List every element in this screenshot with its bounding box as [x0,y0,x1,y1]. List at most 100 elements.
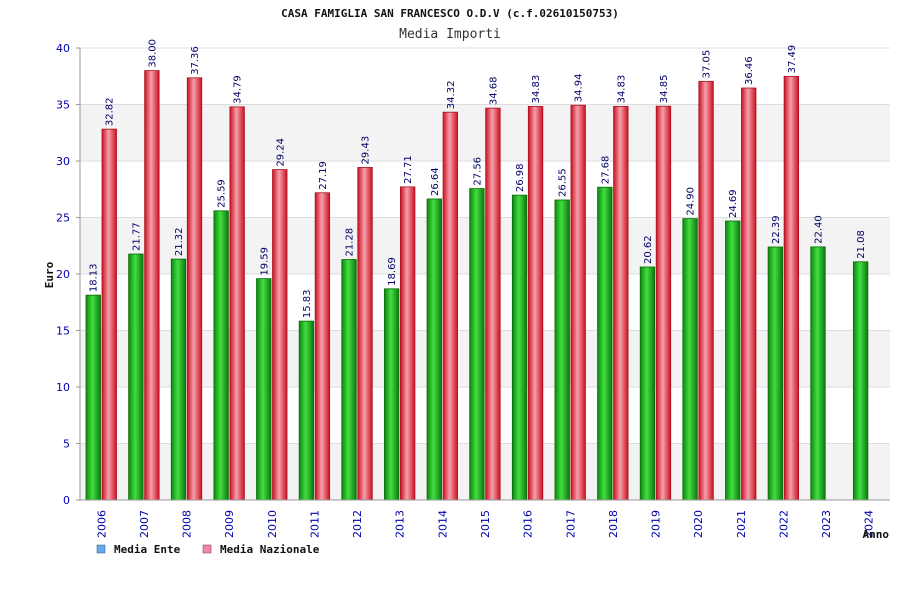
y-tick-label: 15 [56,325,70,338]
y-tick-label: 40 [56,42,70,55]
x-tick-label-2006: 2006 [95,510,108,538]
data-label-media-ente-2012: 21.28 [345,228,356,257]
y-tick-label: 20 [56,268,70,281]
bar-media-nazionale-2016 [527,106,544,501]
data-label-media-nazionale-2015: 34.68 [488,76,499,105]
data-label-media-ente-2023: 22.40 [813,215,824,244]
x-tick-label-2016: 2016 [522,510,535,538]
bar-media-nazionale-2021 [741,87,757,501]
bar-media-ente-2018 [597,186,613,501]
chart-subtitle: Media Importi [399,27,501,42]
data-label-media-nazionale-2014: 34.32 [446,81,457,110]
bar-media-nazionale-2011 [314,192,331,501]
x-tick-label-2024: 2024 [863,510,876,538]
bar-media-nazionale-2022 [783,75,800,501]
bar-media-nazionale-2009 [229,106,245,501]
bar-media-ente-2010 [256,278,272,501]
legend-label-media-ente: Media Ente [114,543,181,556]
data-label-media-ente-2014: 26.64 [430,167,441,196]
x-tick-label-2017: 2017 [564,510,577,538]
data-label-media-ente-2020: 24.90 [686,187,697,216]
chart-title: CASA FAMIGLIA SAN FRANCESCO O.D.V (c.f.0… [281,7,619,20]
bar-media-ente-2021 [725,220,741,501]
data-label-media-ente-2015: 27.56 [472,157,483,186]
bar-media-nazionale-2018 [613,106,629,501]
bar-media-nazionale-2019 [655,105,672,501]
data-label-media-nazionale-2013: 27.71 [403,155,414,184]
x-tick-label-2022: 2022 [777,510,790,538]
data-label-media-nazionale-2017: 34.94 [574,74,585,103]
data-label-media-ente-2022: 22.39 [771,215,782,244]
data-label-media-ente-2021: 24.69 [728,189,739,218]
bar-media-ente-2020 [682,218,698,501]
y-tick-label: 5 [63,438,70,451]
data-label-media-ente-2008: 21.32 [174,227,185,256]
bar-media-ente-2013 [384,288,400,501]
data-labels: 18.13 32.82 21.77 38.00 21.32 37.36 25.59 34.79… [89,39,867,318]
data-label-media-ente-2018: 27.68 [600,156,611,185]
y-tick-label: 10 [56,381,70,394]
x-tick-label-2015: 2015 [479,510,492,538]
y-tick-label: 0 [63,494,70,507]
x-tick-label-2014: 2014 [436,510,449,538]
x-tick-label-2013: 2013 [394,510,407,538]
bar-media-ente-2019 [639,266,656,501]
data-label-media-nazionale-2006: 32.82 [105,97,116,126]
data-label-media-nazionale-2020: 37.05 [702,50,713,79]
bar-media-ente-2009 [213,210,229,501]
x-tick-label-2023: 2023 [820,510,833,538]
bar-media-ente-2014 [426,198,442,501]
data-label-media-ente-2007: 21.77 [131,222,142,251]
data-label-media-nazionale-2007: 38.00 [147,39,158,68]
data-label-media-ente-2016: 26.98 [515,163,526,192]
data-label-media-nazionale-2022: 37.49 [787,45,798,74]
x-tick-label-2009: 2009 [223,510,236,538]
bar-media-ente-2007 [128,253,144,501]
data-label-media-ente-2017: 26.55 [558,168,569,197]
bar-media-nazionale-2017 [570,104,586,501]
bar-media-ente-2015 [469,188,485,501]
data-label-media-nazionale-2009: 34.79 [233,75,244,104]
y-tick-label: 35 [56,99,70,112]
x-tick-label-2012: 2012 [351,510,364,538]
bar-media-ente-2012 [341,259,357,501]
bar-media-ente-2023 [810,246,826,501]
bar-media-ente-2022 [767,246,784,501]
y-tick-label: 25 [56,212,70,225]
bar-media-nazionale-2008 [186,77,203,501]
bar-media-nazionale-2013 [400,186,416,501]
x-tick-label-2011: 2011 [308,510,321,538]
data-label-media-nazionale-2010: 29.24 [275,138,286,167]
legend-swatch-media-ente [96,544,106,554]
x-tick-label-2021: 2021 [735,510,748,538]
bar-media-nazionale-2015 [485,107,501,501]
bar-media-ente-2006 [85,294,101,501]
x-tick-label-2020: 2020 [692,510,705,538]
bar-media-nazionale-2012 [357,167,373,501]
bar-media-nazionale-2006 [101,128,117,501]
data-label-media-ente-2006: 18.13 [89,263,100,292]
x-tick-label-2008: 2008 [181,510,194,538]
bar-media-ente-2024 [852,261,869,501]
data-label-media-nazionale-2011: 27.19 [318,161,329,190]
data-label-media-nazionale-2021: 36.46 [744,56,755,85]
data-label-media-nazionale-2018: 34.83 [616,75,627,104]
bar-media-ente-2016 [511,194,528,501]
legend: Media Ente Media Nazionale [96,543,320,556]
x-tick-label-2019: 2019 [650,510,663,538]
legend-label-media-nazionale: Media Nazionale [220,543,320,556]
legend-swatch-media-nazionale [202,544,212,554]
x-axis-ticks: 2006 2007 2008 2009 2010 2011 2012 2013 2014 2015… [95,510,875,538]
x-tick-label-2018: 2018 [607,510,620,538]
data-label-media-nazionale-2012: 29.43 [361,136,372,165]
data-label-media-ente-2024: 21.08 [856,230,867,259]
data-label-media-nazionale-2019: 34.85 [659,75,670,104]
bar-media-ente-2011 [298,320,315,501]
bar-media-nazionale-2010 [272,169,288,501]
data-label-media-ente-2019: 20.62 [643,235,654,264]
y-axis-label: Euro [43,261,56,288]
bar-media-ente-2017 [554,199,570,501]
y-axis-ticks: 0 5 10 15 20 25 30 35 40 [56,42,80,507]
bar-media-nazionale-2014 [442,111,458,501]
